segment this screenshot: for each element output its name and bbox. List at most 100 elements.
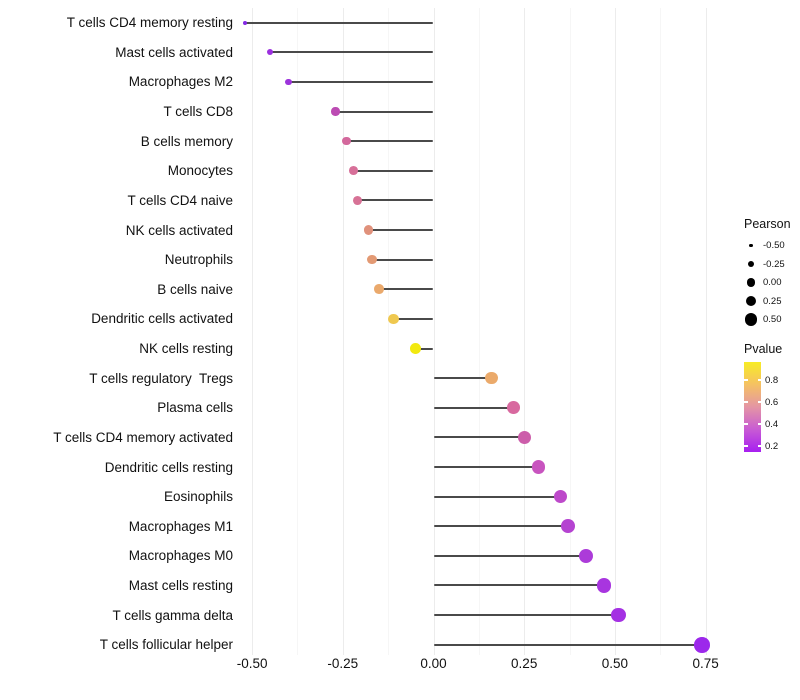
data-point xyxy=(517,430,531,444)
data-point xyxy=(363,225,373,235)
gridline-major xyxy=(252,8,254,655)
legend-size-label: -0.25 xyxy=(763,258,785,270)
lollipop-stem xyxy=(433,436,525,439)
legend-size-label: 0.25 xyxy=(763,295,782,307)
data-point xyxy=(578,548,593,563)
colorbar-label: 0.4 xyxy=(765,418,779,430)
x-axis-tick-label: -0.25 xyxy=(327,656,359,671)
y-axis-label: NK cells resting xyxy=(139,341,233,357)
x-axis-tick-label: 0.75 xyxy=(692,656,719,671)
gridline-major xyxy=(433,8,435,655)
y-axis-label: NK cells activated xyxy=(125,222,233,238)
y-axis-label: Macrophages M2 xyxy=(128,74,233,90)
lollipop-stem xyxy=(433,377,492,380)
colorbar-tick-left xyxy=(744,401,748,403)
gridline-major xyxy=(342,8,344,655)
gridline-minor xyxy=(297,8,299,655)
data-point xyxy=(242,20,247,25)
data-point xyxy=(342,136,351,146)
gridline-minor xyxy=(660,8,662,655)
legend-size-dot xyxy=(747,260,755,268)
y-axis-label: B cells naive xyxy=(157,281,233,297)
data-point xyxy=(374,284,384,295)
data-point xyxy=(596,578,612,593)
lollipop-stem xyxy=(244,21,434,24)
colorbar-label: 0.2 xyxy=(765,440,779,452)
gridline-major xyxy=(705,8,707,655)
gridline-minor xyxy=(569,8,571,655)
y-axis-label: T cells regulatory Tregs xyxy=(89,370,233,386)
lollipop-stem xyxy=(433,643,702,646)
lollipop-stem xyxy=(353,169,434,172)
legend-size-label: 0.00 xyxy=(763,277,782,288)
lollipop-stem xyxy=(433,525,568,528)
x-axis-tick-label: 0.50 xyxy=(601,656,629,671)
data-point xyxy=(331,107,340,116)
data-point xyxy=(532,460,546,474)
x-axis-tick-label: -0.50 xyxy=(236,656,268,671)
lollipop-stem xyxy=(415,347,434,350)
colorbar-tick-left xyxy=(744,445,748,447)
data-point xyxy=(267,49,274,56)
colorbar-tick-right xyxy=(757,445,761,447)
data-point xyxy=(694,636,710,653)
legend-size-label: 0.50 xyxy=(763,314,782,325)
lollipop-stem xyxy=(335,110,434,113)
lollipop-stem xyxy=(288,80,434,83)
lollipop-stem xyxy=(393,317,434,320)
data-point xyxy=(388,313,399,324)
colorbar-tick-right xyxy=(757,379,761,381)
legend-size-label: -0.50 xyxy=(763,240,785,251)
lollipop-stem xyxy=(433,406,514,409)
colorbar-label: 0.6 xyxy=(765,396,779,408)
lollipop-stem xyxy=(433,466,539,468)
lollipop-stem xyxy=(379,288,434,291)
lollipop-stem xyxy=(357,199,434,202)
pvalue-gradient-bar xyxy=(744,362,761,452)
lollipop-stem xyxy=(368,229,434,232)
y-axis-label: Monocytes xyxy=(167,163,233,179)
data-point xyxy=(506,401,520,415)
data-point xyxy=(367,254,377,265)
lollipop-stem xyxy=(433,554,586,557)
y-axis-label: Dendritic cells activated xyxy=(91,311,233,327)
data-point xyxy=(284,78,292,86)
data-point xyxy=(352,195,362,205)
y-axis-label: T cells CD8 xyxy=(163,104,233,120)
lollipop-stem xyxy=(433,495,561,498)
x-axis-tick-label: 0.00 xyxy=(420,656,447,671)
y-axis-label: Macrophages M0 xyxy=(128,548,233,564)
y-axis-label: T cells follicular helper xyxy=(99,637,233,653)
colorbar-label: 0.8 xyxy=(765,374,779,386)
lollipop-stem xyxy=(371,258,434,261)
legend-size-dot xyxy=(744,313,758,326)
legend-size-dot xyxy=(745,295,757,307)
colorbar-tick-right xyxy=(757,401,761,403)
y-axis-label: Macrophages M1 xyxy=(128,518,233,534)
x-axis-tick-label: 0.25 xyxy=(511,656,538,671)
data-point xyxy=(409,343,421,354)
lollipop-stem xyxy=(346,140,434,143)
y-axis-label: T cells gamma delta xyxy=(112,607,233,623)
y-axis-label: Dendritic cells resting xyxy=(104,459,233,475)
data-point xyxy=(611,607,626,623)
gridline-minor xyxy=(388,8,390,655)
y-axis-label: T cells CD4 memory resting xyxy=(66,15,233,31)
lollipop-stem xyxy=(270,51,434,54)
data-point xyxy=(553,489,568,504)
y-axis-label: Mast cells resting xyxy=(128,577,233,593)
data-point xyxy=(560,519,575,534)
lollipop-stem xyxy=(433,584,605,587)
y-axis-label: Plasma cells xyxy=(157,400,233,416)
gridline-major xyxy=(524,8,526,655)
y-axis-label: T cells CD4 memory activated xyxy=(53,429,233,445)
colorbar-tick-left xyxy=(744,423,748,425)
data-point xyxy=(485,371,498,385)
legend-title-pearson: Pearson xyxy=(744,217,791,231)
y-axis-label: T cells CD4 naive xyxy=(127,192,233,208)
colorbar-tick-left xyxy=(744,379,748,381)
legend-size-dot xyxy=(749,243,753,248)
y-axis-label: Eosinophils xyxy=(163,489,233,505)
legend-size-dot xyxy=(746,278,756,287)
